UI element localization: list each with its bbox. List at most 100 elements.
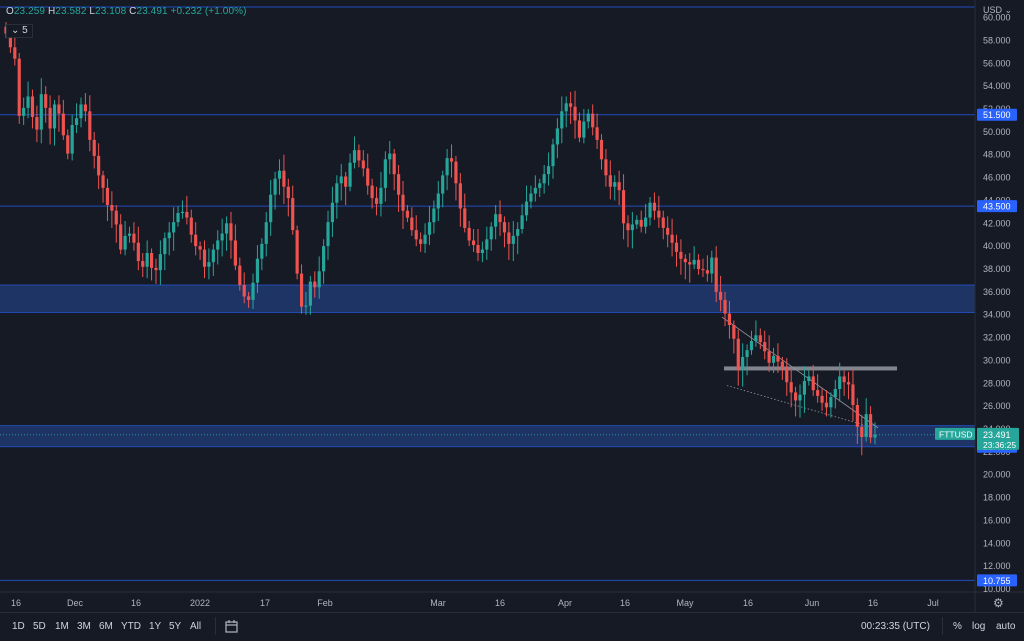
candle-body	[860, 426, 864, 438]
candle-body	[644, 217, 648, 227]
timeframe-6m[interactable]: 6M	[99, 621, 113, 632]
candle-body	[533, 187, 537, 194]
x-tick-label: 16	[620, 598, 630, 608]
candle-body	[745, 350, 749, 358]
x-tick-label: Apr	[558, 598, 572, 608]
timeframe-1d[interactable]: 1D	[12, 621, 25, 632]
candle-body	[555, 128, 559, 145]
candle-body	[688, 262, 692, 265]
time-axis[interactable]: 16 Dec 16 2022 17 Feb Mar 16 Apr 16 May 16 Jun 16 Jul	[11, 598, 939, 608]
timeframe-3m[interactable]: 3M	[77, 621, 91, 632]
price-axis[interactable]: 10.00012.00014.00016.00018.00020.00022.0…	[983, 13, 1011, 594]
candle-body	[692, 259, 696, 265]
chart-canvas[interactable]: 10.00012.00014.00016.00018.00020.00022.0…	[0, 0, 1024, 612]
candle-body	[498, 214, 502, 223]
candle-body	[824, 402, 829, 408]
candle-body	[189, 217, 193, 235]
candle-body	[432, 208, 436, 223]
candle-body	[771, 355, 776, 363]
x-tick-label: 16	[11, 598, 21, 608]
candle-body	[511, 235, 515, 244]
candle-body	[61, 113, 65, 136]
toolbar-divider	[215, 617, 216, 635]
candle-body	[388, 153, 392, 160]
candle-body	[264, 222, 268, 244]
candle-body	[114, 210, 118, 225]
utc-clock[interactable]: 00:23:35 (UTC)	[861, 621, 930, 632]
indicator-badge[interactable]: ⌄ 5	[6, 24, 33, 38]
last-price-countdown: 23:36:25	[983, 440, 1016, 450]
candle-body	[97, 155, 101, 176]
candle-body	[154, 267, 158, 271]
candle-body	[507, 232, 511, 244]
candle-body	[216, 240, 220, 250]
candle-body	[546, 166, 551, 175]
candle-body	[577, 120, 582, 138]
timeframe-1m[interactable]: 1M	[55, 621, 69, 632]
candle-body	[392, 153, 396, 175]
date-range-icon[interactable]	[225, 620, 239, 633]
candle-body	[573, 106, 577, 121]
wedge-pattern	[0, 316, 975, 436]
candle-body	[357, 150, 361, 161]
candle-body	[57, 104, 61, 114]
candle-body	[273, 178, 277, 195]
candle-body	[485, 239, 489, 250]
candle-body	[736, 338, 740, 370]
y-tick-label: 30.000	[983, 355, 1011, 365]
candle-body	[613, 182, 617, 187]
candle-body	[211, 249, 215, 263]
timeframe-5d[interactable]: 5D	[33, 621, 46, 632]
candle-body	[785, 367, 789, 383]
candle-body	[172, 222, 176, 233]
candle-body	[101, 175, 105, 188]
candle-body	[838, 376, 842, 390]
candle-body	[48, 107, 52, 129]
currency-selector[interactable]: USD ⌄	[983, 5, 1012, 16]
candle-body	[330, 202, 335, 223]
candle-body	[829, 397, 833, 408]
candle-body	[247, 296, 251, 300]
level-tag-51: 51.500	[983, 110, 1011, 120]
timeframe-5y[interactable]: 5Y	[169, 621, 182, 632]
candle-body	[35, 117, 39, 130]
log-toggle[interactable]: log	[972, 621, 986, 632]
candle-body	[123, 235, 127, 250]
timeframe-all[interactable]: All	[190, 621, 202, 632]
low-label: L	[89, 6, 96, 17]
timeframe-ytd[interactable]: YTD	[121, 621, 141, 632]
candle-body	[180, 211, 185, 214]
percent-toggle[interactable]: %	[953, 621, 962, 632]
timeframe-1y[interactable]: 1Y	[149, 621, 162, 632]
close-value: 23.491	[136, 6, 168, 17]
candle-body	[348, 162, 352, 187]
y-tick-label: 32.000	[983, 333, 1011, 343]
candle-body	[383, 159, 387, 188]
candle-body	[463, 208, 467, 228]
candle-body	[410, 217, 414, 231]
candle-body	[317, 271, 321, 288]
candle-body	[322, 246, 326, 272]
y-tick-label: 50.000	[983, 127, 1011, 137]
candle-body	[233, 240, 237, 266]
candle-body	[467, 227, 471, 241]
candle-body	[582, 121, 586, 138]
candle-body	[652, 202, 657, 211]
candle-body	[749, 341, 754, 351]
settings-gear-icon[interactable]: ⚙	[993, 596, 1004, 610]
candle-body	[458, 183, 462, 209]
candle-body	[88, 111, 92, 140]
candle-body	[352, 150, 357, 163]
candle-body	[476, 245, 480, 254]
price-axis-tags: 51.50043.50022.45010.75523.49123:36:25FT…	[935, 108, 1019, 587]
auto-toggle[interactable]: auto	[996, 621, 1016, 632]
candle-body	[445, 158, 449, 176]
y-tick-label: 38.000	[983, 264, 1011, 274]
x-tick-label: Jul	[927, 598, 939, 608]
candle-body	[251, 282, 255, 300]
candle-body	[326, 222, 330, 247]
candle-body	[238, 265, 242, 286]
candle-body	[304, 305, 308, 307]
candle-body	[630, 224, 634, 231]
candle-body	[436, 193, 440, 209]
